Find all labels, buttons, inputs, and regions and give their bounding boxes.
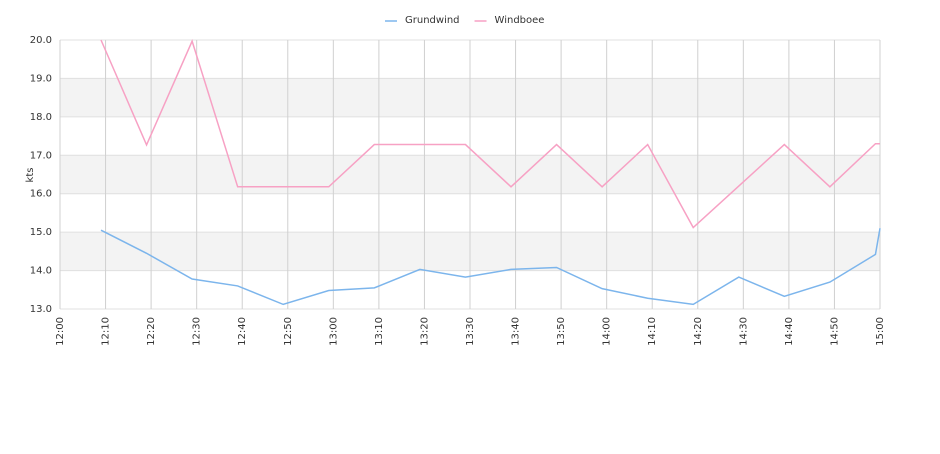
x-tick-label: 15:00: [875, 317, 886, 346]
y-tick-label: 20.0: [30, 35, 52, 46]
y-tick-label: 18.0: [30, 112, 52, 123]
x-tick-label: 12:40: [237, 317, 248, 346]
x-tick-label: 13:20: [419, 317, 430, 346]
x-tick-label: 14:50: [829, 317, 840, 346]
x-tick-label: 13:10: [374, 317, 385, 346]
x-tick-label: 13:40: [511, 317, 522, 346]
x-tick-label: 14:10: [647, 317, 658, 346]
legend-label: Windboee: [495, 15, 545, 26]
x-tick-label: 14:30: [738, 317, 749, 346]
y-tick-label: 19.0: [30, 73, 52, 84]
series-line: [100, 228, 881, 306]
y-tick-label: 17.0: [30, 150, 52, 161]
x-tick-label: 12:50: [283, 317, 294, 346]
y-tick-label: 14.0: [30, 266, 52, 277]
series-line: [100, 39, 880, 229]
x-tick-label: 12:30: [192, 317, 203, 346]
x-tick-label: 12:00: [55, 317, 66, 346]
y-tick-label: 16.0: [30, 189, 52, 200]
x-tick-label: 14:20: [693, 317, 704, 346]
y-axis-label: kts: [25, 168, 36, 183]
y-tick-label: 15.0: [30, 227, 52, 238]
x-tick-label: 14:00: [602, 317, 613, 346]
x-tick-label: 13:30: [465, 317, 476, 346]
x-tick-label: 12:20: [146, 317, 157, 346]
y-tick-label: 13.0: [30, 304, 52, 315]
x-tick-label: 13:00: [328, 317, 339, 346]
x-tick-label: 12:10: [101, 317, 112, 346]
legend-label: Grundwind: [405, 15, 460, 26]
x-tick-label: 14:40: [784, 317, 795, 346]
x-tick-label: 13:50: [556, 317, 567, 346]
